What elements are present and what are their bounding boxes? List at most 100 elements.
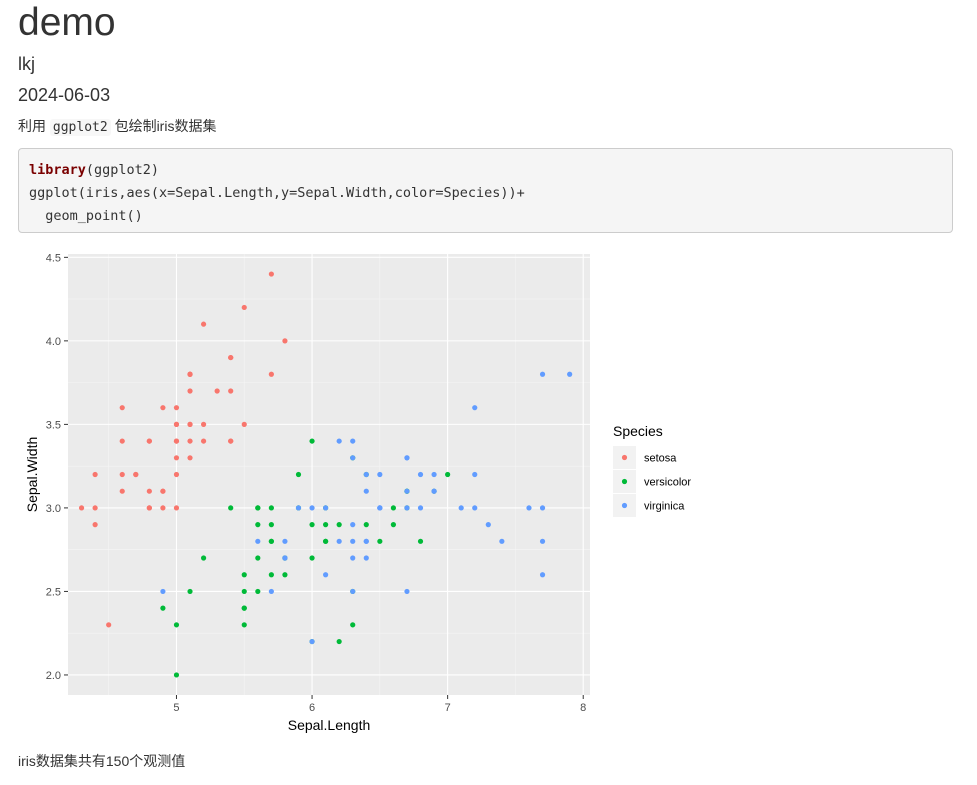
point-versicolor xyxy=(336,522,342,528)
point-setosa xyxy=(173,471,180,478)
point-virginica xyxy=(377,471,383,478)
point-virginica xyxy=(282,555,288,561)
legend-point-setosa xyxy=(621,454,628,461)
document-date: 2024-06-03 xyxy=(18,85,111,105)
legend-label-versicolor: versicolor xyxy=(644,477,691,489)
point-setosa xyxy=(268,271,274,277)
legend-label-virginica: virginica xyxy=(644,501,685,513)
x-tick-label: 7 xyxy=(445,702,451,714)
point-virginica xyxy=(499,538,505,544)
point-setosa xyxy=(200,438,207,444)
point-setosa xyxy=(173,405,180,411)
point-virginica xyxy=(323,505,329,511)
point-versicolor xyxy=(295,471,302,478)
point-virginica xyxy=(472,405,478,411)
point-setosa xyxy=(282,338,288,344)
point-virginica xyxy=(295,505,302,511)
point-virginica xyxy=(363,471,369,478)
point-virginica xyxy=(350,555,356,561)
y-tick-label: 2.0 xyxy=(46,670,61,682)
legend-point-virginica xyxy=(621,502,628,509)
point-virginica xyxy=(350,538,356,544)
point-setosa xyxy=(119,471,125,478)
point-versicolor xyxy=(309,555,315,561)
y-axis-label: Sepal.Width xyxy=(24,437,40,512)
point-virginica xyxy=(404,588,410,595)
point-virginica xyxy=(363,488,369,494)
point-setosa xyxy=(92,471,98,478)
point-setosa xyxy=(146,488,152,494)
y-tick-label: 3.5 xyxy=(46,419,61,431)
point-setosa xyxy=(160,488,166,494)
outro-paragraph: iris数据集共有150个观测值 xyxy=(18,753,186,769)
point-versicolor xyxy=(445,471,451,478)
point-virginica xyxy=(282,538,288,544)
point-setosa xyxy=(228,438,234,444)
grid-major xyxy=(68,254,590,695)
point-virginica xyxy=(309,505,315,511)
point-versicolor xyxy=(268,505,274,511)
x-tick-label: 5 xyxy=(173,702,179,714)
point-setosa xyxy=(133,471,139,478)
point-setosa xyxy=(119,438,125,444)
point-versicolor xyxy=(363,522,369,528)
document-author: lkj xyxy=(18,54,35,74)
point-setosa xyxy=(187,388,193,394)
point-versicolor xyxy=(390,505,397,511)
x-tick-label: 6 xyxy=(309,702,315,714)
point-versicolor xyxy=(173,672,180,678)
legend-point-versicolor xyxy=(621,478,628,485)
point-virginica xyxy=(404,488,410,494)
point-virginica xyxy=(350,455,356,461)
point-virginica xyxy=(485,522,491,528)
point-setosa xyxy=(160,405,166,411)
point-virginica xyxy=(309,638,315,645)
point-versicolor xyxy=(255,522,261,528)
legend-title: Species xyxy=(613,423,663,439)
point-setosa xyxy=(187,455,193,461)
point-versicolor xyxy=(336,638,342,645)
point-setosa xyxy=(92,522,98,528)
code-line-2: ggplot(iris,aes(x=Sepal.Length,y=Sepal.W… xyxy=(29,185,525,201)
y-tick-label: 2.5 xyxy=(46,586,61,598)
code-line-3: geom_point() xyxy=(29,208,143,224)
y-tick-label: 3.0 xyxy=(46,503,61,515)
y-tick-label: 4.5 xyxy=(46,252,61,264)
point-versicolor xyxy=(268,538,274,544)
point-virginica xyxy=(539,538,546,544)
point-virginica xyxy=(323,572,329,578)
point-versicolor xyxy=(241,588,247,595)
point-virginica xyxy=(417,505,424,511)
point-virginica xyxy=(160,588,166,595)
point-setosa xyxy=(106,622,112,628)
point-virginica xyxy=(404,455,410,461)
point-virginica xyxy=(472,471,478,478)
point-setosa xyxy=(241,304,247,311)
point-virginica xyxy=(539,505,546,511)
point-versicolor xyxy=(309,522,315,528)
point-virginica xyxy=(350,438,356,444)
point-virginica xyxy=(336,438,342,444)
point-versicolor xyxy=(309,438,315,444)
point-setosa xyxy=(187,438,193,444)
point-virginica xyxy=(472,505,478,511)
point-versicolor xyxy=(282,572,288,578)
code-block[interactable]: library(ggplot2) ggplot(iris,aes(x=Sepal… xyxy=(18,148,953,233)
point-versicolor xyxy=(160,605,166,611)
plot-panel xyxy=(68,254,590,695)
axis-ticks: 5 6 7 8 2.0 2.5 3.0 3.5 4.0 4.5 xyxy=(46,252,587,714)
point-setosa xyxy=(160,505,166,511)
document-title: demo xyxy=(18,1,116,44)
data-points xyxy=(78,271,573,678)
point-setosa xyxy=(228,388,234,394)
point-virginica xyxy=(255,538,261,544)
point-versicolor xyxy=(187,588,193,595)
point-setosa xyxy=(187,371,193,377)
point-setosa xyxy=(173,505,180,511)
point-virginica xyxy=(526,505,532,511)
point-versicolor xyxy=(255,505,261,511)
point-versicolor xyxy=(241,572,247,578)
point-virginica xyxy=(539,371,546,377)
point-versicolor xyxy=(323,522,329,528)
point-virginica xyxy=(539,572,546,578)
